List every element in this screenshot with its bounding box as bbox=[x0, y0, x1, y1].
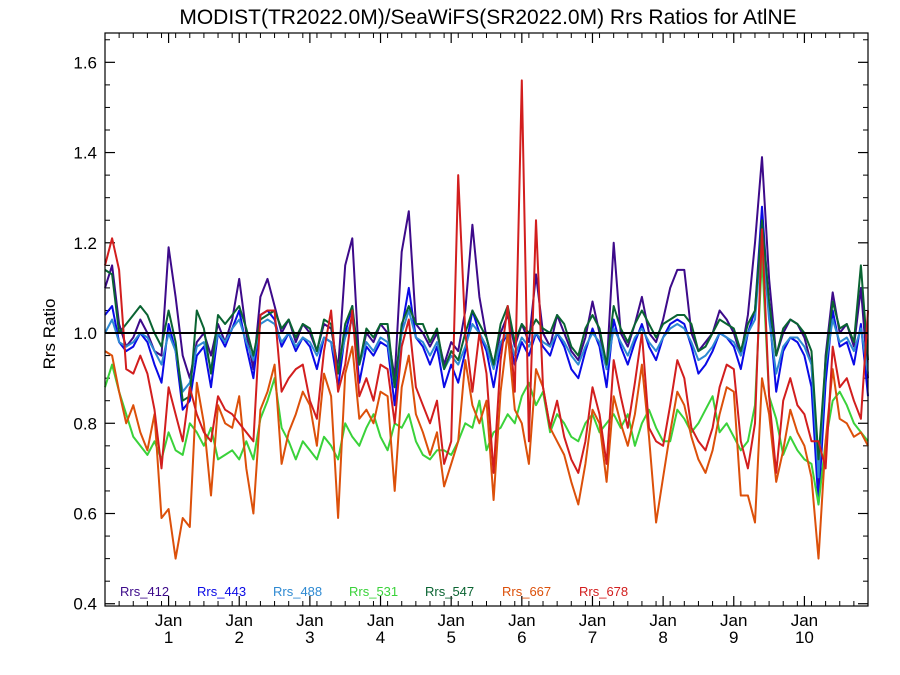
series-line-rrs-667 bbox=[104, 332, 869, 560]
legend-entry-rrs-443: Rrs_443 bbox=[197, 584, 246, 599]
legend-entry-rrs-678: Rrs_678 bbox=[579, 584, 628, 599]
x-tick-label: Jan bbox=[367, 611, 394, 630]
x-tick-label: Jan bbox=[155, 611, 182, 630]
legend: Rrs_412 Rrs_443 Rrs_488 Rrs_531 Rrs_547 Rrs_6… bbox=[120, 584, 628, 599]
x-tick-label: 4 bbox=[376, 628, 385, 647]
x-tick-label: 3 bbox=[305, 628, 314, 647]
series-line-rrs-678 bbox=[104, 79, 869, 474]
plot-frame bbox=[104, 32, 869, 607]
x-tick-label: Jan bbox=[720, 611, 747, 630]
y-tick-label: 1.4 bbox=[73, 144, 97, 163]
legend-entry-rrs-547: Rrs_547 bbox=[425, 584, 474, 599]
x-tick-label: 5 bbox=[446, 628, 455, 647]
legend-entry-rrs-488: Rrs_488 bbox=[273, 584, 322, 599]
x-tick-label: 10 bbox=[795, 628, 814, 647]
x-tick-label: Jan bbox=[437, 611, 464, 630]
x-tick-label: Jan bbox=[791, 611, 818, 630]
x-tick-label: 6 bbox=[517, 628, 526, 647]
series-line-rrs-547 bbox=[104, 219, 869, 461]
y-tick-label: 0.6 bbox=[73, 505, 97, 524]
axes: 0.40.60.81.01.21.41.6Jan1Jan2Jan3Jan4Jan… bbox=[73, 33, 868, 647]
y-axis-label: Rrs Ratio bbox=[40, 299, 59, 370]
x-tick-label: Jan bbox=[579, 611, 606, 630]
x-tick-label: 9 bbox=[729, 628, 738, 647]
chart-title: MODIST(TR2022.0M)/SeaWiFS(SR2022.0M) Rrs… bbox=[179, 6, 796, 29]
legend-entry-rrs-667: Rrs_667 bbox=[502, 584, 551, 599]
x-tick-label: Jan bbox=[508, 611, 535, 630]
x-tick-label: 1 bbox=[164, 628, 173, 647]
y-tick-label: 1.2 bbox=[73, 234, 97, 253]
x-tick-label: 8 bbox=[658, 628, 667, 647]
y-tick-label: 0.4 bbox=[73, 595, 97, 614]
series-line-rrs-531 bbox=[104, 255, 869, 506]
y-tick-label: 0.8 bbox=[73, 414, 97, 433]
series-line-rrs-488 bbox=[104, 232, 869, 479]
x-tick-label: Jan bbox=[296, 611, 323, 630]
legend-entry-rrs-412: Rrs_412 bbox=[120, 584, 169, 599]
series-layer bbox=[104, 79, 869, 560]
x-tick-label: Jan bbox=[226, 611, 253, 630]
x-tick-label: 2 bbox=[234, 628, 243, 647]
y-tick-label: 1.6 bbox=[73, 53, 97, 72]
x-tick-label: 7 bbox=[588, 628, 597, 647]
legend-entry-rrs-531: Rrs_531 bbox=[349, 584, 398, 599]
x-tick-label: Jan bbox=[649, 611, 676, 630]
y-tick-label: 1.0 bbox=[73, 324, 97, 343]
